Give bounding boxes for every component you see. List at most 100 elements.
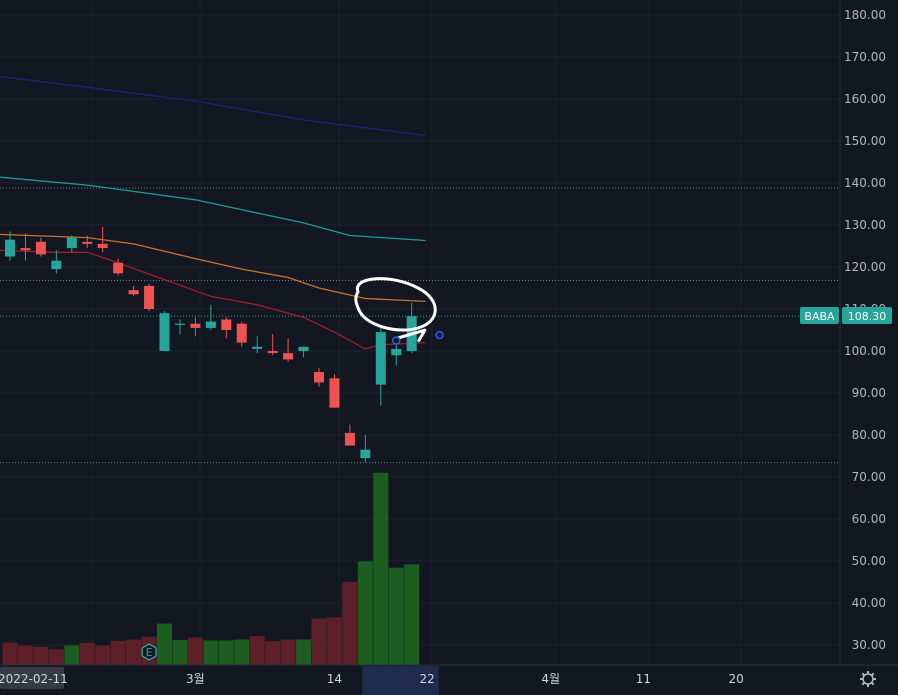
volume-bar [172,639,188,665]
horizontal-lines [0,187,840,464]
time-tick-label: 22 [420,672,435,686]
time-tick-label: 3월 [186,672,205,686]
price-tick-label: 150.00 [844,134,886,148]
earnings-letter: E [146,646,153,659]
annotation-loop[interactable] [354,277,437,332]
price-badge-box [842,307,892,324]
volume-bar [218,640,234,665]
candle-body [252,346,263,349]
time-tick-label: 14 [327,672,342,686]
time-axis-labels: 3월 14 22 4월 11 20 [186,672,744,686]
price-tick-label: 180.00 [844,8,886,22]
volume-bar [17,645,33,665]
candle-body [66,237,77,249]
settings-button[interactable] [860,671,876,687]
time-tick-label: 11 [636,672,651,686]
annotation-handle[interactable] [435,330,444,340]
candle-body [144,285,155,309]
price-tick-label: 50.00 [852,554,886,568]
volume-bar [95,645,111,665]
price-tick-label: 100.00 [844,344,886,358]
candle-body [190,323,201,328]
volume-bar [126,639,142,665]
price-tick-label: 30.00 [852,638,886,652]
candle-body [159,313,170,351]
volume-bar [48,649,64,665]
volume-bar [64,645,80,665]
price-tick-label: 130.00 [844,218,886,232]
price-tick-label: 160.00 [844,92,886,106]
candle-body [113,262,124,274]
candle-body [344,432,355,446]
time-tick-label: 4월 [541,672,560,686]
price-scale-background[interactable] [840,0,898,665]
volume-bars [2,472,420,665]
candle-body [82,241,93,244]
candle-body [267,351,278,354]
symbol-badge-box [800,307,839,324]
candle-body [360,449,371,459]
volume-bar [203,640,219,665]
volume-bar [373,472,389,665]
candle-body [221,319,232,330]
date-label-box [0,667,64,689]
time-range-highlight [362,666,439,695]
volume-bar [357,561,373,665]
moving-average-line [0,176,426,242]
volume-bar [234,639,250,665]
volume-bar [388,567,404,665]
candle-body [375,332,386,385]
volume-bar [280,639,296,665]
volume-bar [404,564,420,665]
price-tick-label: 40.00 [852,596,886,610]
price-tick-label: 60.00 [852,512,886,526]
volume-bar [157,623,172,665]
volume-bar [249,636,265,665]
volume-bar [296,639,312,665]
candle-body [51,260,62,270]
price-tick-label: 140.00 [844,176,886,190]
time-tick-label: 20 [729,672,744,686]
date-label-text: 2022-02-11 [0,672,68,686]
candle-body [236,323,247,343]
moving-average-line [0,75,426,137]
volume-bar [265,641,281,665]
volume-bar [311,618,327,665]
candle-body [329,378,340,408]
candle-body [20,248,31,251]
candle-body [97,243,108,249]
price-badge-text: 108.30 [848,310,887,323]
grid [0,0,840,665]
price-tick-label: 120.00 [844,260,886,274]
candle-body [391,348,402,356]
volume-bar [33,646,49,665]
candle-body [5,239,15,257]
volume-bar [110,640,126,665]
annotation-drawing[interactable] [354,277,444,345]
symbol-badge-text: BABA [804,310,835,323]
annotation-handle[interactable] [392,336,401,345]
volume-bar [79,642,95,665]
annotation-pointer [394,328,427,342]
moving-average-line [0,249,426,350]
earnings-hexagon[interactable] [141,643,157,661]
price-tick-label: 90.00 [852,386,886,400]
volume-bar [187,637,203,665]
candle-body [35,241,46,255]
price-tick-label: 170.00 [844,50,886,64]
volume-bar [326,617,342,665]
earnings-marker[interactable]: E [141,643,157,661]
candle-body [205,321,216,328]
candle-body [128,290,139,295]
candle-body [283,353,294,360]
candle-body [314,372,324,383]
price-badge: BABA 108.30 [800,307,892,324]
time-axis-background[interactable] [0,665,898,695]
gear-teeth [860,671,876,687]
candle-body [174,323,185,325]
volume-bar [2,642,18,665]
price-tick-label: 70.00 [852,470,886,484]
price-tick-label: 80.00 [852,428,886,442]
